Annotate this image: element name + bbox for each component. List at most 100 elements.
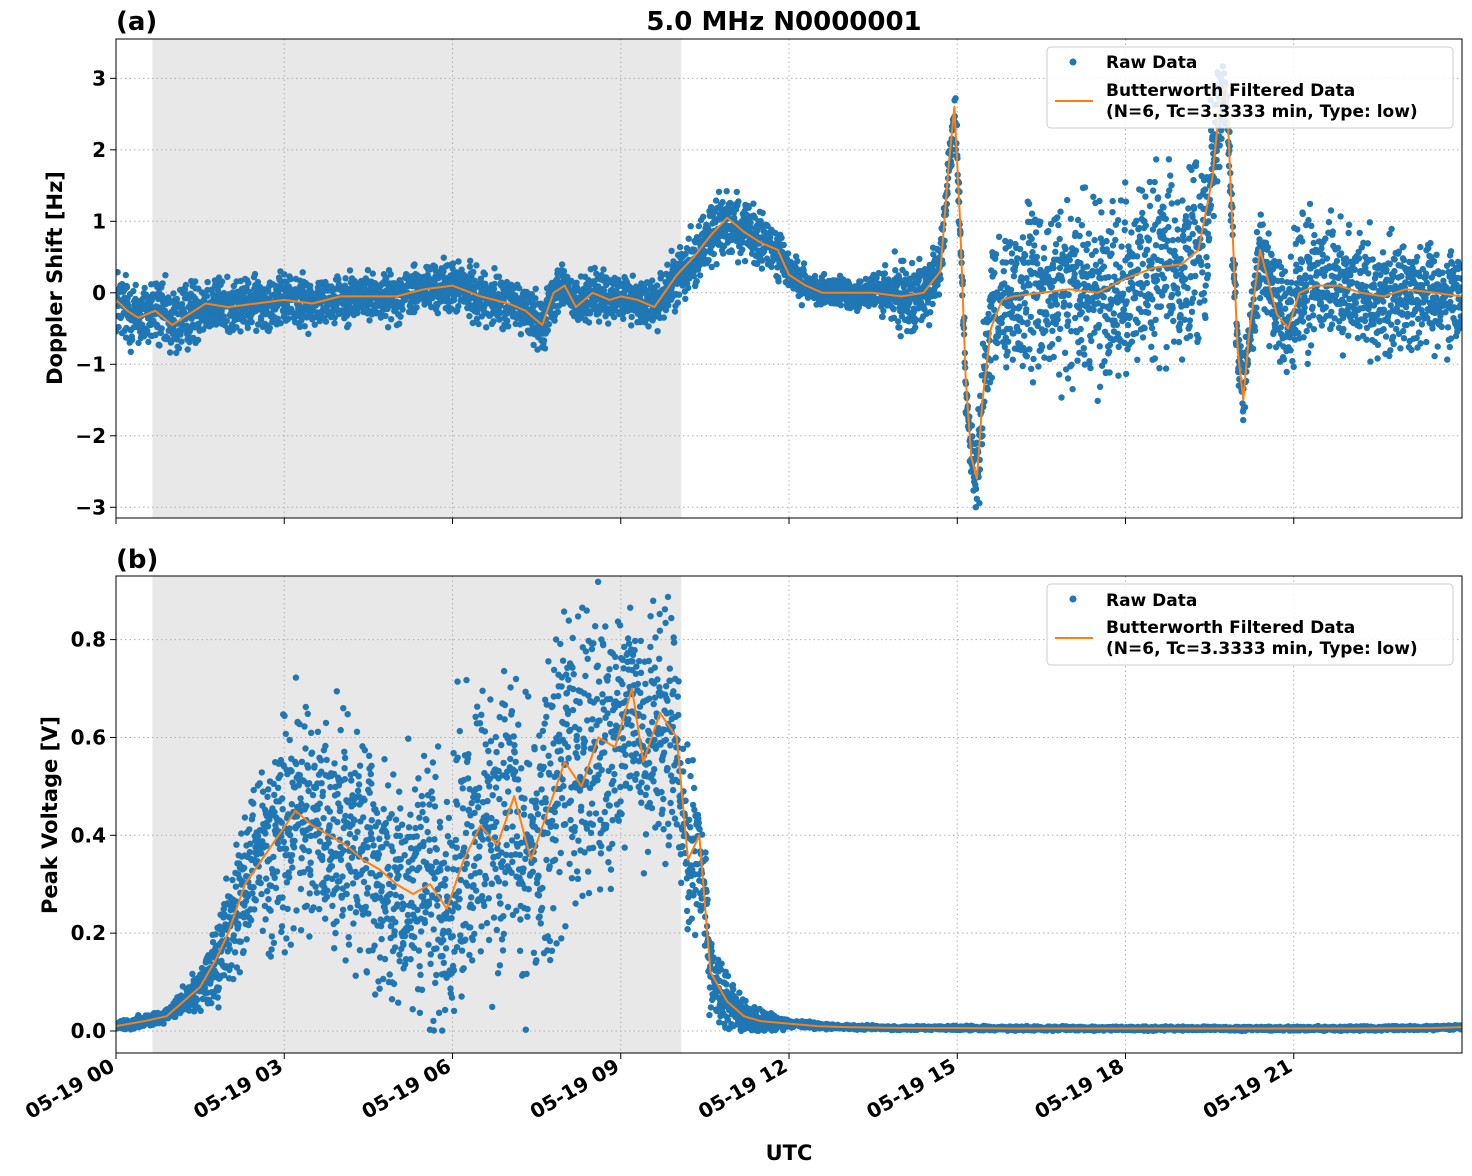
raw-data-point xyxy=(697,272,703,278)
raw-data-point xyxy=(170,290,176,296)
raw-data-point xyxy=(989,375,995,381)
raw-data-point xyxy=(1169,305,1175,311)
raw-data-point xyxy=(1081,351,1087,357)
raw-data-point xyxy=(685,285,691,291)
raw-data-point xyxy=(470,269,476,275)
raw-data-point xyxy=(952,95,958,101)
raw-data-point xyxy=(1023,306,1029,312)
raw-data-point xyxy=(985,386,991,392)
raw-data-point xyxy=(705,257,711,263)
raw-data-point xyxy=(1129,339,1135,345)
raw-data-point xyxy=(891,306,897,312)
raw-data-point xyxy=(455,258,461,264)
raw-data-point xyxy=(195,337,201,343)
raw-data-point xyxy=(1167,258,1173,264)
raw-data-point xyxy=(1009,250,1015,256)
raw-data-point xyxy=(382,313,388,319)
raw-data-point xyxy=(1250,346,1256,352)
raw-data-point xyxy=(145,339,151,345)
raw-data-point xyxy=(1127,262,1133,268)
raw-data-point xyxy=(1010,357,1016,363)
raw-data-point xyxy=(665,302,671,308)
raw-data-point xyxy=(1049,328,1055,334)
raw-data-point xyxy=(1158,303,1164,309)
raw-data-point xyxy=(586,319,592,325)
raw-data-point xyxy=(1065,312,1071,318)
raw-data-point xyxy=(996,234,1002,240)
raw-data-point xyxy=(1367,358,1373,364)
raw-data-point xyxy=(253,328,259,334)
raw-data-point xyxy=(1033,229,1039,235)
raw-data-point xyxy=(1167,172,1173,178)
raw-data-point xyxy=(1146,236,1152,242)
raw-data-point xyxy=(1391,268,1397,274)
raw-data-point xyxy=(1202,315,1208,321)
raw-data-point xyxy=(1050,265,1056,271)
raw-data-point xyxy=(1024,353,1030,359)
raw-data-point xyxy=(735,198,741,204)
raw-data-point xyxy=(1106,349,1112,355)
raw-data-point xyxy=(1116,344,1122,350)
raw-data-point xyxy=(1023,275,1029,281)
raw-data-point xyxy=(929,301,935,307)
raw-data-point xyxy=(649,277,655,283)
raw-data-point xyxy=(1345,230,1351,236)
panel-a-ylabel: Doppler Shift [Hz] xyxy=(43,171,67,385)
raw-data-point xyxy=(1108,229,1114,235)
raw-data-point xyxy=(1380,326,1386,332)
raw-data-point xyxy=(1084,263,1090,269)
raw-data-point xyxy=(750,201,756,207)
raw-data-point xyxy=(1154,277,1160,283)
raw-data-point xyxy=(1062,350,1068,356)
raw-data-point xyxy=(880,308,886,314)
raw-data-point xyxy=(546,321,552,327)
raw-data-point xyxy=(1028,366,1034,372)
raw-data-point xyxy=(1055,311,1061,317)
raw-data-point xyxy=(1374,355,1380,361)
raw-data-point xyxy=(1057,326,1063,332)
raw-data-point xyxy=(912,324,918,330)
raw-data-point xyxy=(892,267,898,273)
raw-data-point xyxy=(1004,349,1010,355)
raw-data-point xyxy=(1087,365,1093,371)
raw-data-point xyxy=(1115,373,1121,379)
raw-data-point xyxy=(664,262,670,268)
raw-data-point xyxy=(144,327,150,333)
raw-data-point xyxy=(1062,246,1068,252)
raw-data-point xyxy=(1041,255,1047,261)
raw-data-point xyxy=(1190,177,1196,183)
raw-data-point xyxy=(1311,232,1317,238)
raw-data-point xyxy=(1021,333,1027,339)
raw-data-point xyxy=(1124,332,1130,338)
raw-data-point xyxy=(370,270,376,276)
raw-data-point xyxy=(192,278,198,284)
raw-data-point xyxy=(1323,304,1329,310)
raw-data-point xyxy=(1172,217,1178,223)
raw-data-point xyxy=(630,273,636,279)
raw-data-point xyxy=(760,210,766,216)
raw-data-point xyxy=(1195,335,1201,341)
raw-data-point xyxy=(176,345,182,351)
raw-data-point xyxy=(1309,304,1315,310)
raw-data-point xyxy=(1101,263,1107,269)
raw-data-point xyxy=(1282,306,1288,312)
raw-data-point xyxy=(1101,358,1107,364)
x-axis-label: UTC xyxy=(766,1141,813,1165)
raw-data-point xyxy=(1030,329,1036,335)
raw-data-point xyxy=(467,264,473,270)
raw-data-point xyxy=(1030,379,1036,385)
raw-data-point xyxy=(1105,274,1111,280)
raw-data-point xyxy=(1026,201,1032,207)
raw-data-point xyxy=(159,280,165,286)
raw-data-point xyxy=(1169,200,1175,206)
raw-data-point xyxy=(1398,273,1404,279)
raw-data-point xyxy=(1254,229,1260,235)
raw-data-point xyxy=(1357,230,1363,236)
raw-data-point xyxy=(1356,323,1362,329)
raw-data-point xyxy=(682,296,688,302)
raw-data-point xyxy=(156,342,162,348)
raw-data-point xyxy=(936,291,942,297)
raw-data-point xyxy=(1265,244,1271,250)
raw-data-point xyxy=(1082,184,1088,190)
raw-data-point xyxy=(1388,322,1394,328)
